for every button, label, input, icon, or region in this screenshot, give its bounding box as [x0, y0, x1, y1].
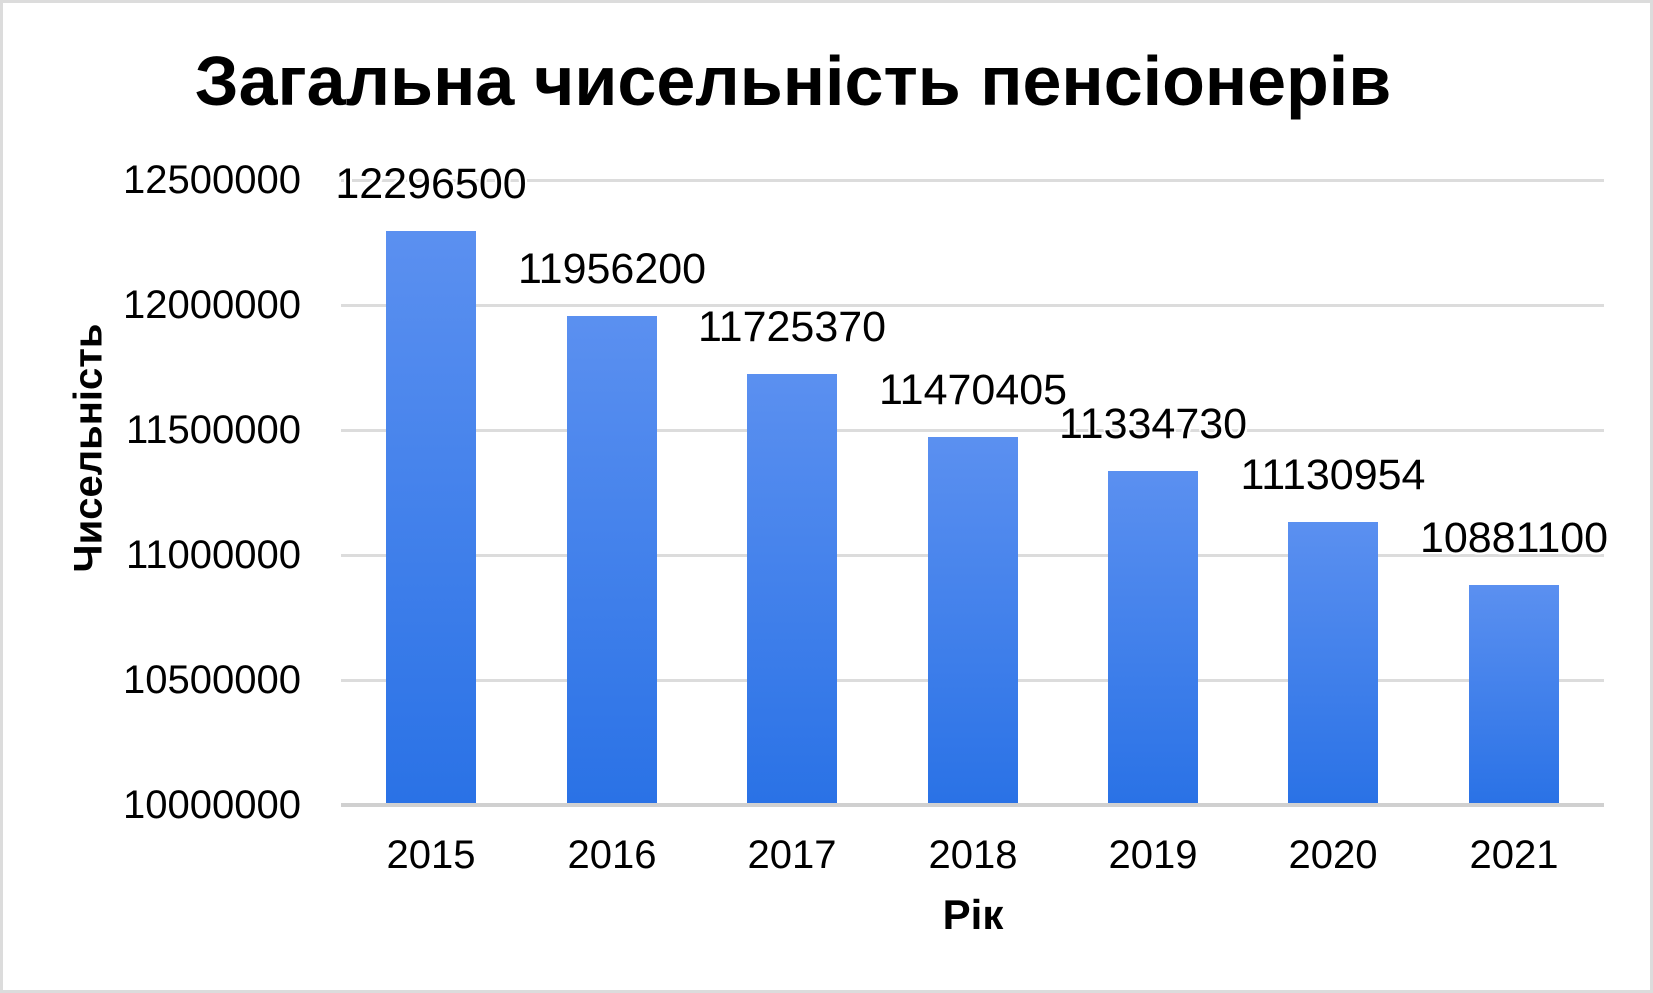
bar-value-label: 11334730	[1058, 400, 1248, 448]
bar-value-label: 11956200	[517, 245, 707, 293]
x-tick-label: 2016	[567, 833, 657, 877]
x-axis-line	[341, 803, 1604, 807]
y-tick-label: 12500000	[123, 158, 301, 202]
y-tick-label: 11000000	[126, 533, 301, 577]
bar-2016	[567, 316, 657, 803]
bar-2020	[1288, 522, 1378, 803]
x-tick-label: 2017	[747, 833, 837, 877]
y-tick-label: 12000000	[123, 283, 301, 327]
y-tick-label: 10000000	[123, 783, 301, 827]
bar-2015	[386, 231, 476, 803]
bar-value-label: 10881100	[1419, 514, 1609, 562]
x-tick-label: 2021	[1469, 833, 1559, 877]
gridline	[341, 429, 1604, 432]
bar-2019	[1108, 471, 1198, 803]
bar-value-label: 12296500	[335, 160, 527, 208]
bar-2017	[747, 374, 837, 803]
bar-2021	[1469, 585, 1559, 803]
y-tick-label: 11500000	[126, 408, 301, 452]
gridline	[341, 304, 1604, 307]
x-axis-title: Рік	[942, 891, 1004, 938]
bar-2018	[928, 437, 1018, 803]
gridline	[341, 179, 1604, 182]
x-tick-label: 2019	[1108, 833, 1198, 877]
chart-title: Загальна чисельність пенсіонерів	[194, 42, 1392, 120]
x-tick-label: 2020	[1288, 833, 1378, 877]
x-tick-label: 2015	[386, 833, 476, 877]
bar-value-label: 11725370	[697, 303, 887, 351]
bar-value-label: 11470405	[878, 366, 1068, 414]
x-tick-label: 2018	[928, 833, 1018, 877]
bar-value-label: 11130954	[1240, 451, 1426, 499]
y-tick-label: 10500000	[123, 658, 301, 702]
